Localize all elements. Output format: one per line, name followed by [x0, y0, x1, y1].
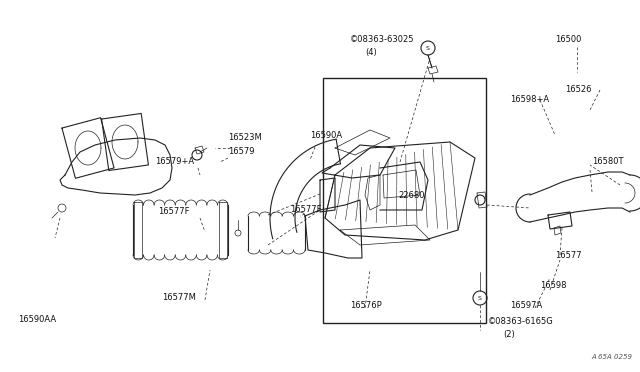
Text: 16590A: 16590A [310, 131, 342, 140]
Text: 16577M: 16577M [162, 294, 196, 302]
Text: S: S [426, 45, 430, 51]
Text: 16579: 16579 [228, 148, 255, 157]
Text: 16579+A: 16579+A [155, 157, 194, 167]
Text: 16577F: 16577F [290, 205, 321, 215]
Text: 16523M: 16523M [228, 134, 262, 142]
Text: 22680: 22680 [398, 190, 424, 199]
Text: 16526: 16526 [565, 86, 591, 94]
Text: A 65A 0259: A 65A 0259 [591, 354, 632, 360]
Text: 16590AA: 16590AA [18, 315, 56, 324]
Text: (2): (2) [503, 330, 515, 340]
Text: 16597A: 16597A [510, 301, 542, 310]
Text: S: S [478, 295, 482, 301]
Text: 16500: 16500 [555, 35, 581, 45]
Text: 16576P: 16576P [350, 301, 381, 310]
Text: ©08363-6165G: ©08363-6165G [488, 317, 554, 327]
Text: 16577: 16577 [555, 250, 582, 260]
Text: 16580T: 16580T [592, 157, 623, 167]
Text: 16577F: 16577F [158, 208, 189, 217]
Text: ©08363-63025: ©08363-63025 [350, 35, 415, 45]
Bar [323, 78, 486, 323]
Text: 16598: 16598 [540, 280, 566, 289]
Text: (4): (4) [365, 48, 377, 57]
Text: 16598+A: 16598+A [510, 96, 549, 105]
